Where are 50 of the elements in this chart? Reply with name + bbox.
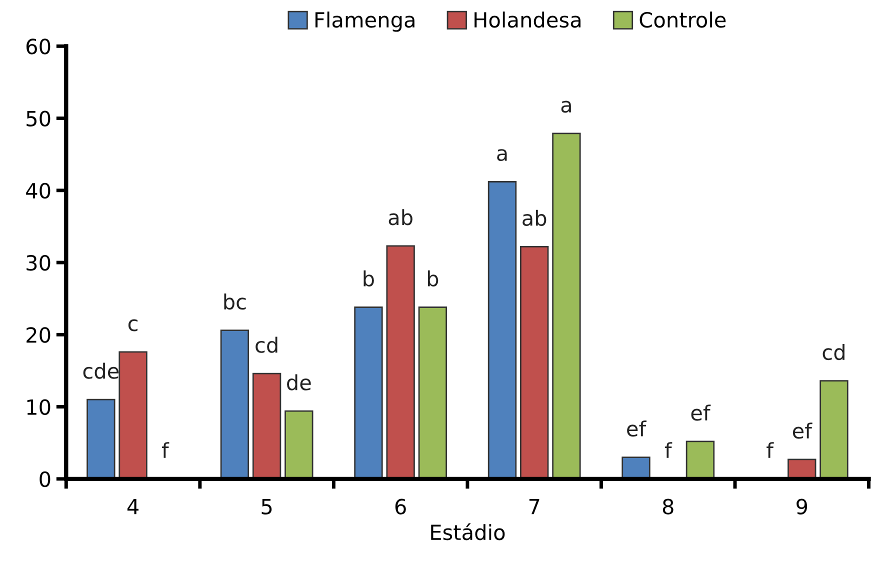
x-tick-label: 5 [262,498,272,514]
x-tick-label: 7 [529,498,540,514]
data-label: ef [627,420,646,437]
y-tick-label: 40 [26,182,50,199]
data-label: ab [522,210,546,226]
data-label: f [664,442,672,458]
data-label: ef [792,422,812,439]
bar [820,380,848,479]
data-label: de [287,374,311,390]
data-label: b [428,270,438,287]
data-label: c [128,319,138,332]
bar [488,181,517,479]
y-tick-label: 10 [27,399,50,415]
bar [86,398,116,479]
bar [354,306,383,479]
bar [622,456,650,479]
x-tick-label: 4 [127,498,138,514]
data-label: cd [822,344,844,360]
data-label: ef [691,404,711,421]
data-label: cd [256,336,278,353]
data-label: f [162,442,170,458]
data-label: a [497,149,507,162]
bar [386,245,415,479]
legend-label: Flamenga [315,12,414,32]
data-label: b [364,270,374,287]
x-axis-title: Estádio [431,523,505,540]
bar [252,372,282,479]
legend-label: Controle [640,12,726,28]
data-label: cde [83,362,119,379]
x-tick-label: 6 [395,498,406,514]
legend-label: Holandesa [474,12,580,28]
bar [686,440,715,479]
bar [284,410,314,479]
bar [118,351,148,479]
data-label: ab [388,209,412,226]
y-tick-label: 20 [26,327,50,343]
bar [418,306,448,479]
y-tick-label: 60 [26,38,50,54]
bar [788,458,816,479]
y-tick-label: 0 [40,471,50,488]
bar [552,132,581,479]
data-label: a [561,100,571,113]
y-tick-label: 50 [26,110,50,126]
bar [220,330,250,479]
x-tick-label: 9 [796,498,808,514]
y-tick-label: 30 [26,254,50,271]
x-tick-label: 8 [662,498,674,514]
data-label: bc [224,294,246,310]
data-label: f [766,442,774,458]
bar [520,246,549,479]
